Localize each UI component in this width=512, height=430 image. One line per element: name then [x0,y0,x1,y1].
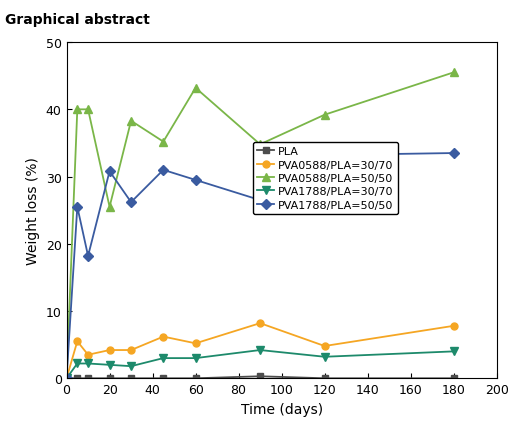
PVA0588/PLA=30/70 [63,376,70,381]
PVA0588/PLA=30/70 [193,341,199,346]
PVA1788/PLA=30/70 [63,376,70,381]
PVA0588/PLA=50/50 [160,140,166,145]
PLA [451,376,457,381]
PLA [193,376,199,381]
PLA [257,374,263,379]
PVA1788/PLA=30/70 [74,361,80,366]
PVA1788/PLA=50/50 [85,254,91,259]
X-axis label: Time (days): Time (days) [241,402,323,416]
PVA1788/PLA=30/70 [85,361,91,366]
PLA [63,376,70,381]
Legend: PLA, PVA0588/PLA=30/70, PVA0588/PLA=50/50, PVA1788/PLA=30/70, PVA1788/PLA=50/50: PLA, PVA0588/PLA=30/70, PVA0588/PLA=50/5… [253,142,398,215]
PVA1788/PLA=30/70 [128,364,134,369]
PVA0588/PLA=30/70 [85,352,91,357]
PLA [128,376,134,381]
Line: PVA0588/PLA=50/50: PVA0588/PLA=50/50 [62,69,458,383]
PVA0588/PLA=50/50 [128,119,134,124]
PVA0588/PLA=30/70 [451,323,457,329]
PVA0588/PLA=30/70 [257,321,263,326]
PVA1788/PLA=50/50 [322,153,328,158]
PVA0588/PLA=50/50 [257,142,263,147]
PLA [160,376,166,381]
PVA0588/PLA=30/70 [322,344,328,349]
PVA1788/PLA=30/70 [257,347,263,353]
PVA1788/PLA=30/70 [451,349,457,354]
PVA1788/PLA=30/70 [322,354,328,359]
PVA0588/PLA=50/50 [85,108,91,113]
PVA1788/PLA=50/50 [160,168,166,173]
Line: PLA: PLA [63,373,457,382]
PVA1788/PLA=30/70 [106,362,113,368]
PLA [74,376,80,381]
PLA [322,376,328,381]
PVA0588/PLA=30/70 [128,347,134,353]
PVA0588/PLA=50/50 [322,113,328,118]
PVA0588/PLA=50/50 [74,108,80,113]
Line: PVA0588/PLA=30/70: PVA0588/PLA=30/70 [63,320,457,382]
Line: PVA1788/PLA=30/70: PVA1788/PLA=30/70 [62,346,458,383]
Line: PVA1788/PLA=50/50: PVA1788/PLA=50/50 [63,150,457,382]
PVA1788/PLA=50/50 [451,151,457,156]
PVA0588/PLA=50/50 [193,86,199,91]
PVA1788/PLA=50/50 [193,178,199,183]
Y-axis label: Weight loss (%): Weight loss (%) [26,157,40,264]
PVA1788/PLA=30/70 [160,356,166,361]
PLA [85,376,91,381]
PVA1788/PLA=50/50 [128,200,134,205]
PVA0588/PLA=30/70 [74,339,80,344]
PVA0588/PLA=50/50 [451,71,457,76]
PVA0588/PLA=30/70 [106,347,113,353]
PLA [106,376,113,381]
PVA1788/PLA=50/50 [257,198,263,203]
PVA1788/PLA=50/50 [63,376,70,381]
Text: Graphical abstract: Graphical abstract [5,13,150,27]
PVA1788/PLA=30/70 [193,356,199,361]
PVA1788/PLA=50/50 [74,205,80,210]
PVA1788/PLA=50/50 [106,169,113,175]
PVA0588/PLA=50/50 [106,205,113,210]
PVA0588/PLA=30/70 [160,334,166,339]
PVA0588/PLA=50/50 [63,376,70,381]
